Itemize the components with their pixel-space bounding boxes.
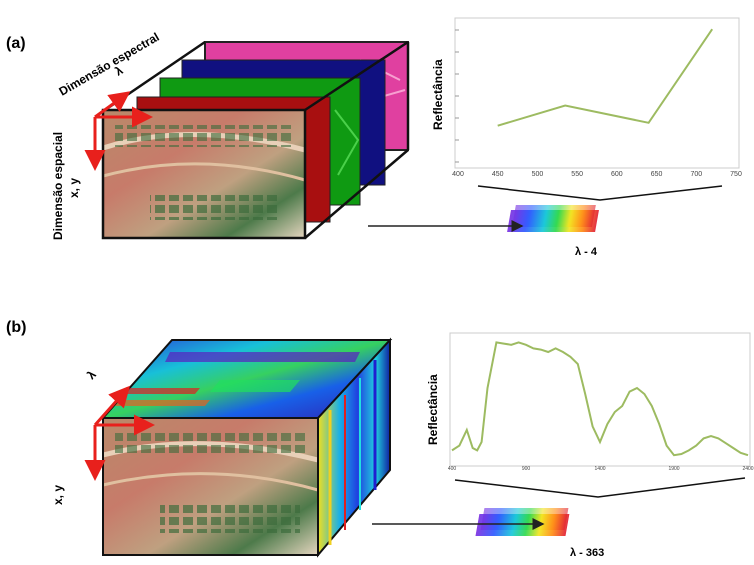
cube-side-stripes	[328, 360, 377, 545]
x-tick-label: 650	[651, 171, 663, 178]
x-tick-label: 500	[532, 171, 544, 178]
red-axes-b	[84, 385, 155, 481]
lambda-label-a: λ	[113, 63, 126, 79]
x-tick-label: 2400	[742, 466, 753, 472]
chart-a-y-ticks	[455, 29, 459, 163]
x-tick-label: 450	[492, 171, 504, 178]
x-tick-label: 700	[690, 171, 702, 178]
chart-a: 400 450 500 550 600 650 700 750 Reflectância	[431, 17, 742, 178]
xy-label-b: x, y	[51, 485, 65, 505]
band-caption-b: λ - 363	[570, 547, 604, 559]
chart-a-tick-labels: 400 450 500 550 600 650 700 750	[452, 171, 742, 178]
band-stack-icon-a	[507, 205, 599, 232]
x-tick-label: 400	[452, 171, 464, 178]
chart-a-ylabel: Reflectância	[431, 59, 445, 130]
chart-b-series-line	[451, 341, 749, 457]
x-tick-label: 900	[522, 466, 531, 472]
x-tick-label: 1900	[668, 466, 679, 472]
aerial-image-a	[101, 108, 307, 240]
hyperspectral-cube	[100, 337, 393, 558]
chart-a-frame	[454, 17, 740, 169]
band-caption-a: λ - 4	[575, 246, 598, 258]
x-tick-label: 750	[730, 171, 742, 178]
x-tick-label: 400	[448, 466, 457, 472]
x-tick-label: 600	[611, 171, 623, 178]
chart-a-series-line	[497, 28, 714, 127]
spatial-dimension-label: Dimensão espacial	[51, 132, 65, 240]
spectral-dimension-label: Dimensão espectral	[57, 30, 162, 99]
panel-b-label: (b)	[6, 319, 26, 336]
chart-b: 400 900 1400 1900 2400 Reflectância	[426, 332, 754, 472]
x-tick-label: 1400	[594, 466, 605, 472]
chart-b-tick-labels: 400 900 1400 1900 2400	[448, 466, 754, 472]
panel-a-label: (a)	[6, 35, 26, 52]
band-stack-icon-b	[475, 508, 570, 536]
lambda-label-b: λ	[84, 367, 99, 382]
xy-label-a: x, y	[67, 178, 81, 198]
chart-a-brace	[477, 185, 723, 201]
cube-top-stripes	[115, 352, 360, 406]
chart-b-brace	[454, 477, 746, 498]
x-tick-label: 550	[571, 171, 583, 178]
red-axes-a	[84, 91, 153, 171]
chart-b-ylabel: Reflectância	[426, 374, 440, 445]
